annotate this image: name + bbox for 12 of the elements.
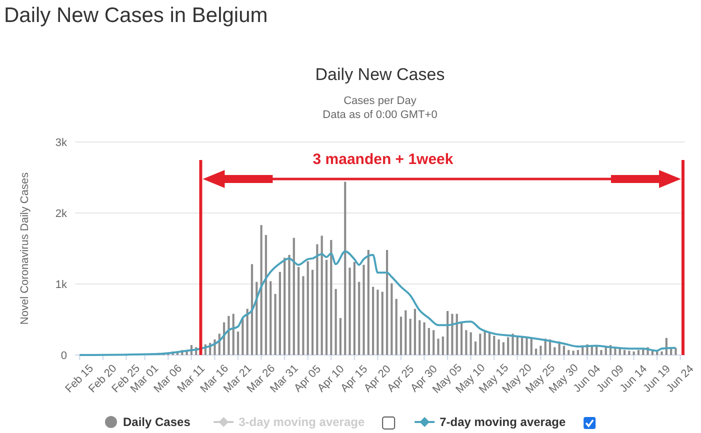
y-tick-label: 2k xyxy=(55,208,68,220)
legend-label: 7-day moving average xyxy=(440,415,566,429)
chart-title: Daily New Cases in Belgium xyxy=(4,4,268,27)
y-tick-label: 3k xyxy=(55,137,68,149)
annotation: 3 maanden + 1week xyxy=(312,151,454,168)
legend-label: Daily Cases xyxy=(123,415,191,429)
y-tick-label: 1k xyxy=(55,279,68,291)
y-axis-title: Novel Coronavirus Daily Cases xyxy=(19,172,31,325)
y-tick-label: 0 xyxy=(60,350,67,362)
chart-subtitle: Daily New Cases xyxy=(315,65,445,84)
text: Cases per Day xyxy=(344,95,417,107)
text: Data as of 0:00 GMT+0 xyxy=(322,109,438,121)
